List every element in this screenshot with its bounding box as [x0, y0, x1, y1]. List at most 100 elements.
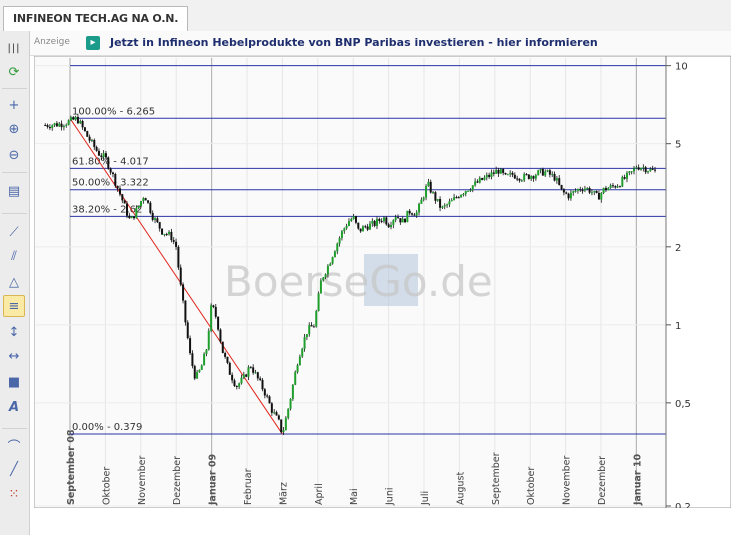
fibonacci-icon[interactable]: ≡	[3, 295, 25, 317]
candle-body	[217, 316, 220, 330]
bnp-logo-icon: ▸	[86, 36, 100, 50]
candle-body	[116, 185, 119, 189]
candle-body	[390, 224, 393, 228]
candle-body	[364, 226, 367, 228]
candle-body	[406, 210, 409, 223]
trend-line[interactable]	[69, 118, 283, 435]
candle-body	[175, 241, 178, 247]
candle-body	[249, 367, 252, 369]
candle-body	[51, 125, 54, 129]
horizontal-line-icon[interactable]: ↔	[8, 348, 20, 364]
rectangle-icon[interactable]: ■	[7, 374, 21, 390]
candle-body	[618, 186, 621, 188]
candle-body	[560, 184, 563, 190]
candle-body	[282, 430, 285, 433]
candle-body	[86, 131, 89, 137]
candle-body	[352, 216, 355, 219]
crosshair-icon[interactable]: +	[8, 97, 20, 113]
arc-icon[interactable]: ⌒	[7, 439, 21, 455]
candle-body	[469, 190, 472, 192]
candle-body	[107, 157, 110, 169]
candle-body	[357, 222, 360, 229]
candle-body	[506, 174, 509, 176]
candle-body	[48, 126, 51, 129]
candle-body	[425, 186, 428, 198]
save-icon[interactable]: ▤	[7, 183, 21, 199]
candle-body	[203, 353, 206, 366]
candle-body	[189, 338, 192, 354]
candle-body	[586, 188, 589, 190]
candle-body	[130, 216, 133, 219]
candle-body	[156, 218, 159, 223]
candle-body	[397, 217, 400, 219]
candle-body	[151, 212, 154, 220]
candle-body	[555, 178, 558, 181]
candle-body	[200, 365, 203, 370]
candle-body	[387, 224, 390, 228]
x-tick-label: Juli	[420, 491, 431, 506]
y-tick-label: 2	[675, 243, 681, 254]
candle-body	[546, 170, 549, 172]
candle-body	[254, 372, 257, 374]
candle-body	[607, 187, 610, 191]
candle-body	[53, 123, 56, 126]
candle-body	[401, 218, 404, 223]
price-chart[interactable]: September 08 Oktober November Dezember Janua…	[33, 55, 731, 513]
vertical-line-icon[interactable]: ↕	[8, 324, 20, 340]
candle-body	[495, 169, 498, 174]
zoom-in-icon[interactable]: ⊕	[8, 121, 20, 137]
candle-body	[343, 228, 346, 232]
candle-body	[315, 311, 318, 327]
candle-body	[635, 167, 638, 169]
candle-body	[326, 265, 329, 275]
triangle-icon[interactable]: △	[9, 274, 19, 290]
x-tick-label: November	[562, 455, 573, 505]
candle-body	[172, 240, 175, 242]
candle-body	[97, 150, 100, 156]
ad-link[interactable]: Jetzt in Infineon Hebelprodukte von BNP …	[110, 36, 598, 49]
candle-body	[58, 123, 61, 127]
candle-body	[602, 187, 605, 194]
candle-body	[212, 305, 215, 307]
channel-icon[interactable]: ⫽	[11, 248, 17, 264]
zoom-out-icon[interactable]: ⊖	[8, 147, 20, 163]
candle-body	[394, 217, 397, 221]
candle-body	[280, 419, 283, 433]
grid-icon[interactable]: ⁙	[8, 486, 20, 502]
trendline-icon[interactable]: ⟋	[9, 224, 19, 240]
candle-body	[567, 193, 570, 199]
candle-body	[553, 173, 556, 181]
candle-body	[518, 178, 521, 181]
candle-body	[184, 300, 187, 323]
x-tick-label: Februar	[243, 468, 254, 505]
tab-instrument[interactable]: INFINEON TECH.AG NA O.N.	[3, 6, 189, 31]
candle-body	[399, 218, 402, 223]
candle-body	[392, 220, 395, 225]
candle-body	[111, 172, 114, 175]
columns-icon[interactable]: |||	[7, 42, 21, 54]
candle-body	[415, 212, 418, 216]
candle-body	[319, 280, 322, 294]
candle-body	[583, 188, 586, 191]
text-icon[interactable]: A	[8, 399, 20, 415]
candle-body	[135, 208, 138, 219]
x-tick-label: Juni	[385, 488, 396, 506]
candle-body	[345, 225, 348, 229]
x-tick-label: Januar 10	[632, 454, 643, 506]
fib-level-label: 61.80% - 4.017	[72, 156, 149, 167]
x-tick-label: November	[137, 455, 148, 505]
chart-area[interactable]: September 08 Oktober November Dezember Janua…	[33, 55, 731, 513]
candle-body	[142, 198, 145, 202]
candle-body	[382, 217, 385, 222]
candle-body	[125, 203, 128, 216]
ad-banner[interactable]: Anzeige ▸ Jetzt in Infineon Hebelprodukt…	[30, 31, 731, 56]
line-icon[interactable]: ╱	[10, 461, 18, 477]
candle-body	[259, 378, 262, 380]
candle-body	[551, 173, 554, 175]
candle-body	[268, 396, 271, 404]
plot-area[interactable]	[35, 57, 666, 506]
candle-body	[502, 169, 505, 173]
candle-body	[597, 192, 600, 200]
refresh-icon[interactable]: ⟳	[8, 64, 20, 80]
candle-body	[340, 231, 343, 239]
